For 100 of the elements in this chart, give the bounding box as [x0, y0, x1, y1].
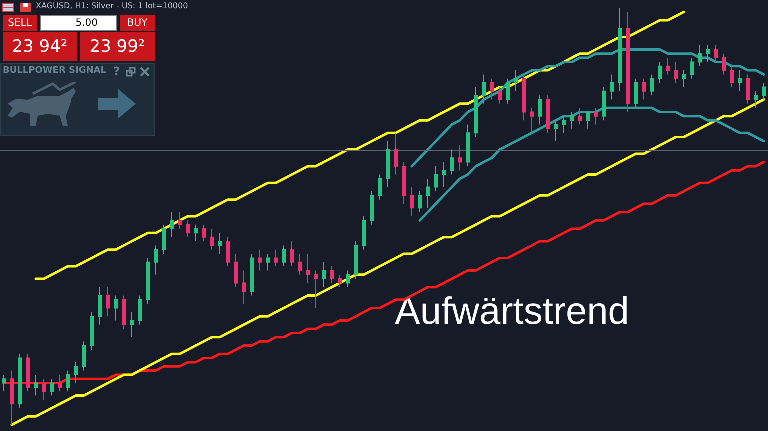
candlestick — [114, 295, 118, 322]
candlestick — [58, 374, 62, 392]
candlestick — [306, 254, 310, 284]
candlestick — [370, 190, 374, 226]
candlestick — [642, 78, 646, 100]
candlestick — [322, 262, 326, 288]
candlestick — [402, 162, 406, 204]
candlestick — [586, 112, 590, 130]
candlestick — [282, 245, 286, 268]
candlestick — [314, 270, 318, 309]
candlestick — [258, 249, 262, 272]
annotation: BUY — [127, 18, 148, 28]
candlestick — [410, 186, 414, 217]
help-sign: ? — [112, 65, 122, 77]
candlestick — [218, 232, 222, 255]
candlestick — [730, 66, 734, 88]
candlestick — [290, 241, 294, 268]
candlestick — [554, 120, 558, 142]
candlestick — [722, 53, 726, 76]
candlestick — [562, 116, 566, 134]
annotation: 5.00 — [76, 18, 98, 28]
annotation: SELL — [8, 18, 32, 28]
annotation: 23 99² — [90, 36, 146, 56]
candlestick — [570, 112, 574, 130]
candlestick — [714, 45, 718, 63]
sell-price-box: 23 94² — [3, 32, 77, 61]
candlestick — [754, 90, 758, 109]
candlestick — [98, 286, 102, 326]
candlestick — [138, 295, 142, 326]
candlestick — [178, 212, 182, 230]
candlestick — [498, 86, 502, 104]
candlestick — [34, 374, 38, 396]
candlestick — [234, 254, 238, 288]
candlestick — [26, 354, 30, 392]
candlestick — [394, 132, 398, 176]
candlestick — [298, 254, 302, 276]
candlestick — [162, 224, 166, 255]
candlestick — [626, 12, 630, 113]
candlestick — [418, 190, 422, 213]
annotation: Aufwärtstrend — [395, 291, 630, 333]
candlestick — [578, 108, 582, 126]
candlestick — [362, 216, 366, 250]
candlestick — [458, 145, 462, 172]
candlestick — [154, 245, 158, 276]
candlestick — [66, 370, 70, 392]
candlestick — [170, 212, 174, 238]
signal-title: BULLPOWER SIGNAL — [3, 65, 106, 77]
candlestick — [426, 178, 430, 209]
candlestick — [474, 86, 478, 138]
candlestick — [242, 270, 246, 305]
candlestick — [354, 241, 358, 280]
candlestick — [106, 286, 110, 318]
buy-price-box: 23 99² — [80, 32, 155, 61]
candlestick — [658, 62, 662, 84]
candlestick — [706, 45, 710, 63]
candlestick — [466, 124, 470, 167]
candlestick — [266, 254, 270, 272]
candlestick — [210, 228, 214, 250]
candlestick — [42, 378, 46, 400]
candlestick — [698, 45, 702, 67]
candlestick — [338, 274, 342, 288]
candlestick — [650, 74, 654, 96]
candlestick — [514, 70, 518, 92]
candlestick — [442, 162, 446, 188]
candlestick — [18, 354, 22, 409]
candlestick — [122, 295, 126, 330]
candlestick — [618, 8, 622, 92]
candlestick — [226, 236, 230, 268]
candlestick — [682, 70, 686, 88]
candlestick — [538, 95, 542, 126]
candlestick — [690, 58, 694, 80]
candlestick — [594, 108, 598, 126]
candlestick — [194, 224, 198, 242]
candlestick — [738, 70, 742, 92]
candlestick — [378, 174, 382, 200]
candlestick — [506, 78, 510, 104]
annotation: 23 94² — [12, 36, 68, 56]
candlestick — [434, 166, 438, 192]
candlestick — [530, 108, 534, 134]
candlestick — [202, 224, 206, 242]
candlestick — [82, 341, 86, 372]
candlestick — [330, 266, 334, 284]
candlestick — [346, 270, 350, 288]
candlestick — [762, 82, 766, 100]
candlestick — [522, 74, 526, 122]
sell-button: SELL — [3, 15, 37, 31]
chart-title: XAGUSD, H1: Silver - US: 1 lot=10000 — [36, 2, 188, 10]
candlestick — [10, 370, 14, 426]
candlestick — [146, 258, 150, 305]
lot-size-field: 5.00 — [40, 15, 117, 31]
candlestick — [610, 74, 614, 100]
candlestick — [90, 312, 94, 350]
candlestick — [546, 95, 550, 134]
candlestick — [74, 362, 78, 384]
candlestick — [186, 220, 190, 238]
candlestick — [602, 86, 606, 122]
candlestick — [130, 312, 134, 338]
candlestick — [746, 74, 750, 104]
candlestick — [386, 140, 390, 188]
candlestick — [666, 58, 670, 76]
